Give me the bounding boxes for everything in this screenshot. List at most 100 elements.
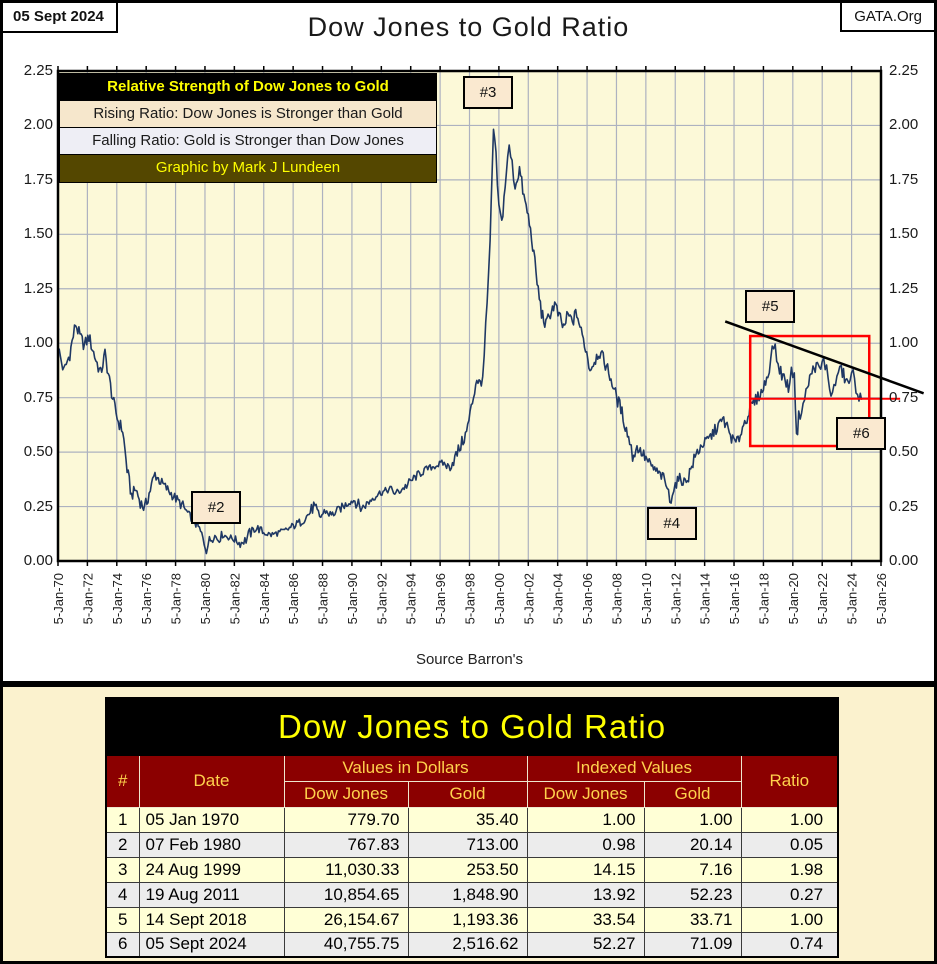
date-stamp: 05 Sept 2024 [3,3,118,33]
dow-usd-cell: 26,154.67 [283,906,409,933]
dow-usd-cell: 767.83 [283,831,409,858]
x-axis-label: 5-Jan-16 [727,573,742,624]
row-num: 2 [105,831,140,858]
gold-usd-cell: 713.00 [407,831,528,858]
y-axis-label-right: 1.50 [889,225,919,243]
ratio-table: Dow Jones to Gold Ratio # Date Values in… [104,697,840,958]
y-axis-label-right: 1.75 [889,170,919,188]
row-date: 05 Sept 2024 [138,931,285,958]
dow-usd-cell: 10,854.65 [283,881,409,908]
row-date: 07 Feb 1980 [138,831,285,858]
dow-idx-cell: 33.54 [526,906,645,933]
col-header-gold-usd: Gold [407,780,528,808]
x-axis-label: 5-Jan-18 [756,573,771,624]
x-axis-label: 5-Jan-88 [316,573,331,624]
x-axis-label: 5-Jan-70 [51,573,66,624]
gold-idx-cell: 20.14 [643,831,742,858]
ratio-cell: 0.74 [740,931,839,958]
y-axis-label-right: 0.75 [889,388,919,406]
chart-panel: 5-Jan-70 5-Jan-72 5-Jan-74 5-Jan-76 5-Jan-78… [0,0,937,684]
annotation-3: #3 [463,75,514,109]
row-num: 6 [105,931,140,958]
x-axis-label: 5-Jan-14 [698,573,713,624]
dow-usd-cell: 40,755.75 [283,931,409,958]
site-label: GATA.Org [840,3,934,32]
x-axis-label: 5-Jan-12 [668,573,683,624]
y-axis-label-right: 2.00 [889,116,919,134]
y-axis-label-right: 0.25 [889,497,919,515]
col-header-num: # [105,754,140,808]
ratio-cell: 1.00 [740,806,839,833]
col-header-indexed-values: Indexed Values [526,754,742,782]
legend-credit: Graphic by Mark J Lundeen [60,155,436,182]
y-axis-label-left: 0.00 [23,552,53,569]
gold-idx-cell: 71.09 [643,931,742,958]
legend-rising-note: Rising Ratio: Dow Jones is Stronger than… [60,101,436,128]
y-axis-label-left: 0.25 [23,497,53,515]
y-axis-label-right: 0.50 [889,443,919,461]
col-header-ratio: Ratio [740,754,839,808]
x-axis-label: 5-Jan-76 [139,573,154,624]
x-axis-label: 5-Jan-26 [874,573,889,624]
ratio-line-chart: 5-Jan-70 5-Jan-72 5-Jan-74 5-Jan-76 5-Jan-78… [51,66,925,624]
row-date: 14 Sept 2018 [138,906,285,933]
table-row: 1 05 Jan 1970 779.70 35.40 1.00 1.00 1.00 [105,806,839,833]
annotation-6: #6 [836,416,887,450]
row-num: 5 [105,906,140,933]
row-num: 1 [105,806,140,833]
x-axis-label: 5-Jan-10 [639,573,654,624]
col-header-dow-usd: Dow Jones [283,780,409,808]
y-axis-label-left: 2.25 [23,62,53,79]
gold-usd-cell: 35.40 [407,806,528,833]
x-axis-label: 5-Jan-08 [609,573,624,624]
dow-idx-cell: 13.92 [526,881,645,908]
x-axis-label: 5-Jan-02 [521,573,536,624]
y-axis-label-right: 1.25 [889,279,919,297]
y-axis-label-right: 2.25 [889,62,919,79]
gold-idx-cell: 33.71 [643,906,742,933]
y-axis-label-left: 1.75 [23,170,53,188]
x-axis-label: 5-Jan-06 [580,573,595,624]
legend-falling-note: Falling Ratio: Gold is Stronger than Dow… [60,128,436,155]
col-header-dow-idx: Dow Jones [526,780,645,808]
ratio-cell: 1.98 [740,856,839,883]
annotation-2: #2 [191,490,242,524]
x-axis-label: 5-Jan-92 [374,573,389,624]
x-axis-label: 5-Jan-80 [198,573,213,624]
y-axis-label-right: 0.00 [889,552,919,569]
ratio-table-body: 1 05 Jan 1970 779.70 35.40 1.00 1.00 1.00 2 07 F… [105,806,839,958]
x-axis-label: 5-Jan-72 [80,573,95,624]
row-num: 3 [105,856,140,883]
chart-title: Dow Jones to Gold Ratio [307,12,630,42]
dow-usd-cell: 11,030.33 [283,856,409,883]
legend-title: Relative Strength of Dow Jones to Gold [60,74,436,101]
dow-usd-cell: 779.70 [283,806,409,833]
ratio-cell: 0.05 [740,831,839,858]
gold-usd-cell: 1,193.36 [407,906,528,933]
x-axis-label: 5-Jan-78 [169,573,184,624]
row-num: 4 [105,881,140,908]
x-axis-label: 5-Jan-04 [551,573,566,624]
table-row: 4 19 Aug 2011 10,854.65 1,848.90 13.92 52.23 0… [105,881,839,908]
y-axis-label-left: 2.00 [23,116,53,134]
x-axis-label: 5-Jan-24 [845,573,860,624]
x-axis-label: 5-Jan-74 [110,573,125,624]
annotation-4: #4 [646,507,697,541]
dow-idx-cell: 0.98 [526,831,645,858]
y-axis-label-left: 1.00 [23,334,53,352]
y-axis-label-left: 1.25 [23,279,53,297]
x-axis-label: 5-Jan-94 [404,573,419,624]
y-axis-label-left: 0.75 [23,388,53,406]
x-axis-label: 5-Jan-98 [463,573,478,624]
x-axis-label: 5-Jan-00 [492,573,507,624]
gold-usd-cell: 1,848.90 [407,881,528,908]
table-row: 5 14 Sept 2018 26,154.67 1,193.36 33.54 33.71… [105,906,839,933]
x-axis-label: 5-Jan-96 [433,573,448,624]
row-date: 05 Jan 1970 [138,806,285,833]
ratio-cell: 0.27 [740,881,839,908]
table-row: 3 24 Aug 1999 11,030.33 253.50 14.15 7.16 1.98 [105,856,839,883]
x-axis-label: 5-Jan-20 [786,573,801,624]
table-title: Dow Jones to Gold Ratio [104,697,840,756]
x-axis-label: 5-Jan-22 [815,573,830,624]
source-note: Source Barron's [415,651,524,668]
